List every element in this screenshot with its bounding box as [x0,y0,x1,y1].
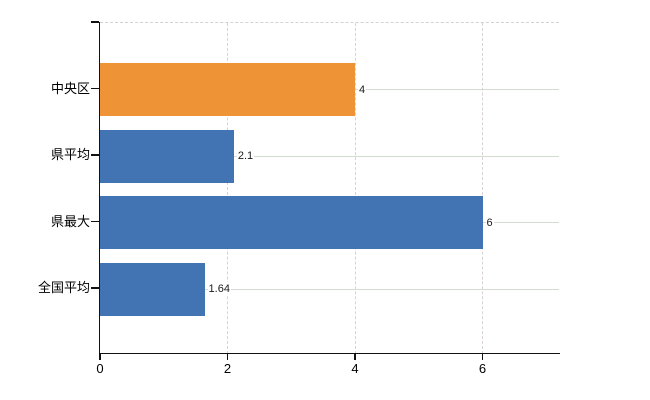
bar-value-label: 2.1 [236,149,255,163]
x-axis-line [98,352,560,354]
plot-area: 4 2.1 6 1.64 [100,22,559,354]
bar [100,196,483,249]
x-axis-tick [354,353,356,360]
bar-value-label: 1.64 [207,282,231,296]
category-label: 県最大 [50,213,90,229]
x-axis-tick [99,353,101,360]
bar-value-label: 6 [485,215,494,230]
grid-line-vertical [354,23,356,354]
category-label: 中央区 [50,80,90,96]
y-axis-tick [91,154,99,156]
y-axis-line [98,22,100,353]
bar [100,63,355,116]
x-tick-label: 0 [96,361,104,376]
grid-line-horizontal [100,155,559,157]
x-tick-label: 4 [351,361,359,376]
bar [100,129,234,183]
y-axis-tick [91,87,99,90]
x-axis-tick [226,353,229,360]
bar-value-label: 4 [358,82,367,97]
y-axis-tick [91,287,99,289]
y-axis-tick [91,220,99,223]
grid-line-vertical [482,23,483,354]
category-label: 全国平均 [37,280,90,295]
x-axis-tick [481,353,484,360]
x-tick-label: 6 [478,361,487,376]
x-tick-label: 2 [223,361,232,376]
grid-line-horizontal [100,288,559,290]
grid-line-vertical [227,23,228,354]
y-axis-end-tick [91,21,99,23]
category-label: 県平均 [50,147,90,162]
bar [100,262,205,316]
